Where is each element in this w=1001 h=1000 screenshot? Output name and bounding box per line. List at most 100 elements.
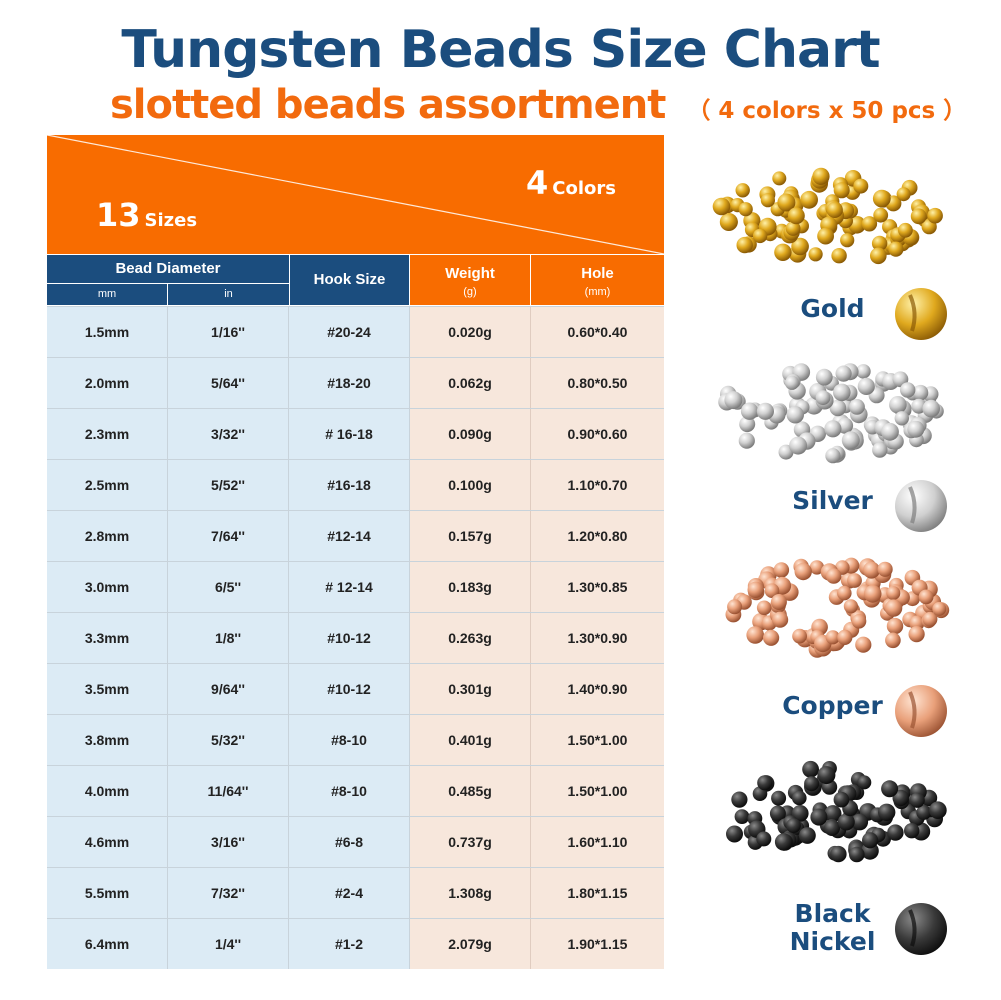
table-row: 2.5mm 5/52'' #16-18 0.100g 1.10*0.70 [47,459,664,510]
sizes-label: Sizes [144,210,198,231]
color-name: Gold [800,294,865,323]
cell-hole: 1.90*1.15 [531,919,664,969]
table-row: 3.0mm 6/5'' # 12-14 0.183g 1.30*0.85 [47,561,664,612]
cell-in: 9/64'' [168,664,289,714]
color-block [705,165,995,295]
cell-mm: 2.3mm [47,409,168,459]
cell-weight: 0.062g [410,358,531,408]
cell-weight: 0.485g [410,766,531,816]
cell-weight: 0.401g [410,715,531,765]
bead-pile-icon [726,760,947,863]
bead-pile-icon [712,167,943,265]
cell-hole: 1.20*0.80 [531,511,664,561]
subtitle-note: （ 4 colors x 50 pcs ） [687,98,967,124]
cell-weight: 0.100g [410,460,531,510]
cell-mm: 3.0mm [47,562,168,612]
cell-in: 1/8'' [168,613,289,663]
cell-mm: 2.0mm [47,358,168,408]
cell-in: 5/32'' [168,715,289,765]
header-bead-diameter: Bead Diameter [47,255,289,283]
color-block [705,360,995,490]
single-bead-icon [895,288,947,340]
cell-in: 3/16'' [168,817,289,867]
single-bead-icon [895,685,947,737]
table-row: 2.8mm 7/64'' #12-14 0.157g 1.20*0.80 [47,510,664,561]
cell-mm: 4.0mm [47,766,168,816]
diagonal-divider [47,135,664,254]
cell-hole: 0.60*0.40 [531,307,664,357]
color-block [705,760,995,890]
colors-count: 4 Colors [526,164,616,202]
color-name: Black Nickel [789,899,876,956]
bead-pile-icon [718,363,944,464]
cell-in: 1/4'' [168,919,289,969]
cell-hole: 0.80*0.50 [531,358,664,408]
cell-hole: 1.50*1.00 [531,766,664,816]
cell-weight: 0.183g [410,562,531,612]
cell-hole: 1.40*0.90 [531,664,664,714]
cell-weight: 1.308g [410,868,531,918]
table-row: 4.6mm 3/16'' #6-8 0.737g 1.60*1.10 [47,816,664,867]
bead-pile-icon [725,557,950,658]
header-weight-unit: (g) [463,286,477,298]
table-row: 2.3mm 3/32'' # 16-18 0.090g 0.90*0.60 [47,408,664,459]
table-banner [47,135,664,254]
cell-hook-size: #8-10 [289,715,410,765]
cell-hole: 1.30*0.85 [531,562,664,612]
cell-hook-size: # 12-14 [289,562,410,612]
cell-mm: 2.5mm [47,460,168,510]
cell-hole: 0.90*0.60 [531,409,664,459]
cell-weight: 2.079g [410,919,531,969]
cell-hook-size: #20-24 [289,307,410,357]
cell-hole: 1.50*1.00 [531,715,664,765]
table-row: 4.0mm 11/64'' #8-10 0.485g 1.50*1.00 [47,765,664,816]
page-subtitle: slotted beads assortment （ 4 colors x 50 … [110,82,966,128]
header-hole-unit: (mm) [584,286,611,298]
sizes-count: 13 Sizes [96,196,197,234]
cell-weight: 0.020g [410,307,531,357]
cell-weight: 0.090g [410,409,531,459]
table-row: 2.0mm 5/64'' #18-20 0.062g 0.80*0.50 [47,357,664,408]
size-table: 1.5mm 1/16'' #20-24 0.020g 0.60*0.40 2.0mm 5/6… [47,306,664,969]
cell-mm: 3.8mm [47,715,168,765]
table-row: 6.4mm 1/4'' #1-2 2.079g 1.90*1.15 [47,918,664,969]
header-in: in [168,284,289,305]
cell-hole: 1.30*0.90 [531,613,664,663]
cell-in: 1/16'' [168,307,289,357]
cell-hook-size: #12-14 [289,511,410,561]
color-block [705,555,995,685]
cell-in: 7/32'' [168,868,289,918]
page-title: Tungsten Beads Size Chart [121,20,880,80]
cell-in: 7/64'' [168,511,289,561]
cell-hook-size: #10-12 [289,613,410,663]
cell-weight: 0.157g [410,511,531,561]
sizes-number: 13 [96,196,141,234]
table-row: 5.5mm 7/32'' #2-4 1.308g 1.80*1.15 [47,867,664,918]
single-bead-icon [895,903,947,955]
cell-hook-size: #6-8 [289,817,410,867]
cell-mm: 3.5mm [47,664,168,714]
header-hook-size-label: Hook Size [313,271,386,288]
cell-in: 3/32'' [168,409,289,459]
cell-hole: 1.60*1.10 [531,817,664,867]
cell-weight: 0.301g [410,664,531,714]
cell-weight: 0.737g [410,817,531,867]
cell-hook-size: #18-20 [289,358,410,408]
cell-mm: 4.6mm [47,817,168,867]
single-bead-icon [895,480,947,532]
color-name: Copper [782,691,883,720]
colors-number: 4 [526,164,549,202]
cell-hook-size: # 16-18 [289,409,410,459]
table-row: 3.5mm 9/64'' #10-12 0.301g 1.40*0.90 [47,663,664,714]
header-hole: Hole (mm) [531,255,664,305]
cell-in: 5/52'' [168,460,289,510]
cell-mm: 3.3mm [47,613,168,663]
cell-in: 6/5'' [168,562,289,612]
cell-in: 5/64'' [168,358,289,408]
header-weight-label: Weight [445,265,495,282]
cell-hook-size: #16-18 [289,460,410,510]
subtitle-text: slotted beads assortment [110,82,666,128]
table-row: 3.8mm 5/32'' #8-10 0.401g 1.50*1.00 [47,714,664,765]
cell-hole: 1.10*0.70 [531,460,664,510]
table-row: 1.5mm 1/16'' #20-24 0.020g 0.60*0.40 [47,306,664,357]
